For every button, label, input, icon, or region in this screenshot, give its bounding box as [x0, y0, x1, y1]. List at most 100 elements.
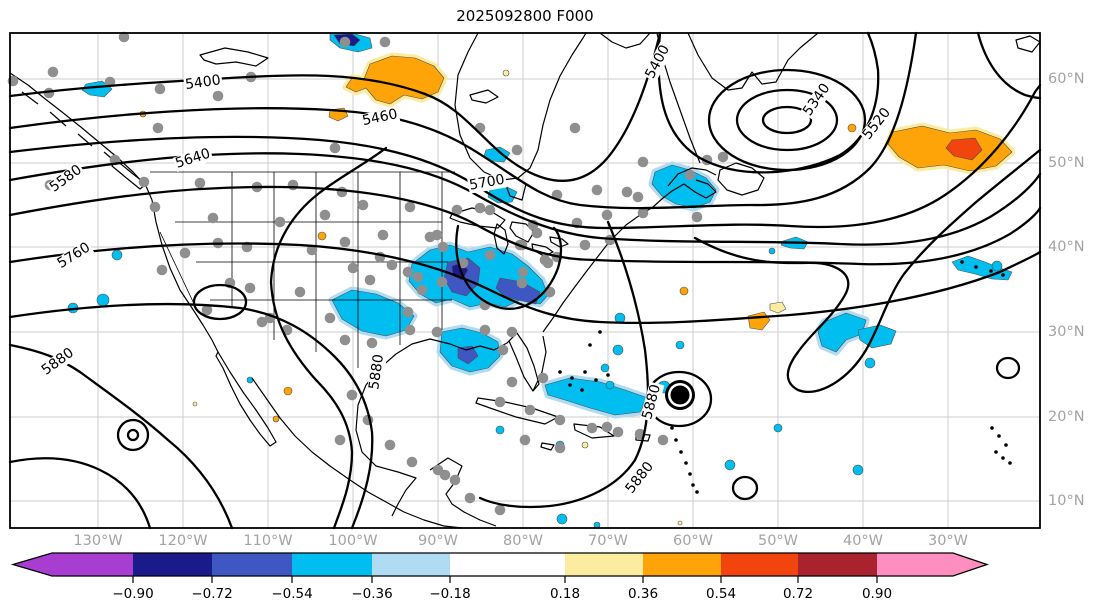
station-dot	[612, 426, 624, 438]
anomaly-spot	[502, 69, 510, 77]
station-dot	[404, 201, 416, 213]
island-speck	[994, 450, 998, 454]
island-speck	[588, 343, 592, 347]
station-dot	[474, 202, 486, 214]
station-dot	[244, 282, 256, 294]
island-speck	[691, 483, 695, 487]
anomaly-spot	[768, 247, 776, 255]
station-dot	[479, 324, 491, 336]
colorbar-outline	[10, 552, 990, 577]
station-dot	[207, 212, 219, 224]
anomaly-spot	[612, 344, 624, 356]
anomaly-spot	[593, 521, 601, 529]
island-speck	[960, 260, 964, 264]
island-speck	[684, 461, 688, 465]
anomaly-spot	[847, 123, 857, 133]
station-dot	[402, 306, 414, 318]
station-dot	[329, 142, 341, 154]
coastline	[151, 199, 219, 353]
height-contour	[8, 152, 1042, 246]
station-dot	[449, 474, 461, 486]
station-dot	[494, 504, 506, 516]
island-speck	[1004, 443, 1008, 447]
station-dot	[138, 176, 150, 188]
island-speck	[688, 472, 692, 476]
island-speck	[990, 426, 994, 430]
island-speck	[989, 269, 993, 273]
station-dot	[542, 257, 554, 269]
station-dot	[416, 284, 428, 296]
island-speck	[1001, 273, 1005, 277]
station-dot	[118, 31, 130, 43]
height-contour	[8, 242, 1042, 325]
station-dot	[554, 442, 566, 454]
height-contour	[8, 31, 662, 182]
anomaly-patch	[747, 311, 771, 331]
coastline	[503, 179, 527, 201]
closed-contour	[192, 283, 248, 321]
station-dot	[406, 456, 418, 468]
island-speck	[570, 376, 574, 380]
colorbar-segment	[565, 553, 643, 576]
station-dot	[44, 179, 56, 191]
height-contour	[657, 31, 880, 174]
station-dot	[591, 184, 603, 196]
height-contour	[693, 148, 1042, 393]
height-contour	[8, 302, 374, 530]
anomaly-spot	[852, 464, 864, 476]
anomaly-patch	[769, 301, 787, 314]
anomaly-spot	[679, 286, 689, 296]
station-dot	[431, 326, 443, 338]
station-dot	[347, 262, 359, 274]
station-dot	[657, 434, 669, 446]
station-dot	[339, 36, 351, 48]
station-dot	[691, 211, 703, 223]
station-dot	[404, 324, 416, 336]
station-dot	[637, 207, 649, 219]
station-dot	[386, 259, 398, 271]
anomaly-spot	[677, 520, 683, 526]
height-contour	[8, 185, 1042, 266]
island-speck	[997, 434, 1001, 438]
anomaly-patch	[457, 345, 479, 365]
colorbar-segment	[133, 553, 212, 576]
station-dot	[212, 90, 224, 102]
station-dot	[384, 439, 396, 451]
coastline	[717, 162, 765, 196]
colorbar-arrow-left	[13, 553, 52, 576]
station-dot	[152, 122, 164, 134]
island-speck	[674, 438, 678, 442]
island-speck	[580, 388, 584, 392]
closed-contour	[735, 88, 839, 152]
island-speck	[606, 373, 610, 377]
anomaly-spot	[581, 441, 589, 449]
height-contour	[478, 220, 650, 509]
colorbar-segment	[877, 553, 953, 576]
height-contour	[269, 146, 388, 530]
station-dot	[484, 204, 496, 216]
island-speck	[974, 265, 978, 269]
station-dot	[149, 201, 161, 213]
station-dot	[569, 122, 581, 134]
station-dot	[484, 249, 496, 261]
anomaly-spot	[283, 386, 293, 396]
anomaly-patch	[544, 377, 649, 416]
station-dot	[537, 372, 549, 384]
coastline	[355, 384, 417, 517]
station-dot	[47, 66, 59, 78]
coastline	[656, 32, 701, 164]
height-contour	[8, 83, 1042, 230]
station-dot	[684, 169, 696, 181]
closed-contour	[116, 418, 150, 452]
anomaly-spot	[991, 260, 1003, 272]
station-dot	[379, 36, 391, 48]
station-dot	[287, 179, 299, 191]
anomaly-spot	[246, 376, 254, 384]
station-dot	[364, 274, 376, 286]
anomaly-spot	[675, 340, 685, 350]
colorbar-segment	[52, 553, 133, 576]
station-dot	[506, 376, 518, 388]
colorbar-segment	[212, 553, 292, 576]
